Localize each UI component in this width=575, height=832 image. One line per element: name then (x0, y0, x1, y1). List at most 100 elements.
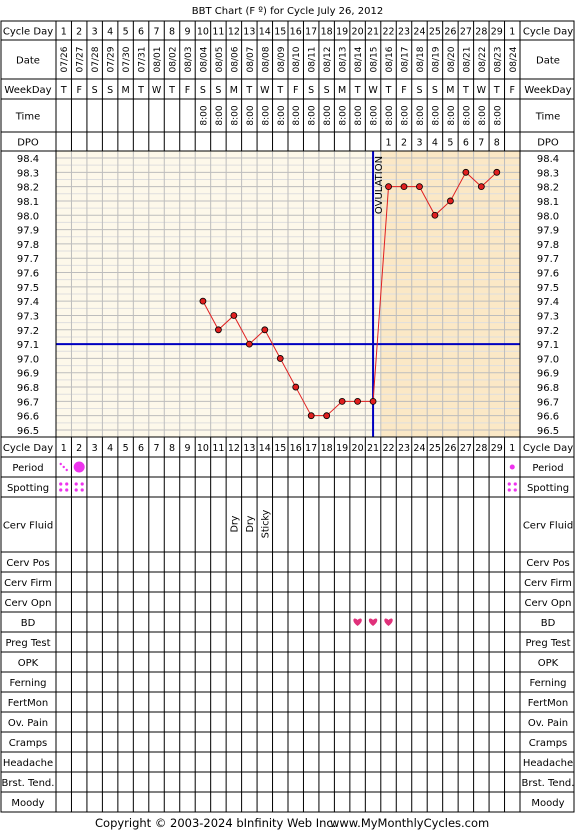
temperature-point-day-28 (477, 183, 485, 191)
cycle_day-cell: 16 (290, 27, 302, 38)
weekday-cell: S (215, 85, 221, 96)
weekday-cell: T (354, 85, 361, 96)
cycle_day-cell: 23 (398, 27, 410, 38)
weekday-cell: S (432, 85, 438, 96)
cycle_day-cell: 8 (169, 27, 175, 38)
weekday-cell: T (385, 85, 392, 96)
cycle_day-cell: 25 (429, 27, 441, 38)
cycle-day-lower-cell: 24 (413, 443, 425, 454)
y-tick-label: 97.9 (17, 226, 39, 237)
row-label-ferning-lower: Ferning (9, 678, 46, 689)
spotting-dot (80, 482, 84, 486)
spotting-dot (59, 488, 63, 492)
y-tick-label: 98.2 (17, 183, 39, 194)
y-tick-label-right: 96.7 (537, 397, 559, 408)
y-tick-label-right: 97.3 (537, 311, 559, 322)
cycle-day-lower-cell: 22 (382, 443, 394, 454)
cycle-day-lower-cell: 12 (228, 443, 240, 454)
date-cell: 08/04 (199, 46, 209, 72)
bd-heart-icon (353, 618, 362, 626)
weekday-cell: S (92, 85, 98, 96)
copyright: Copyright © 2003-2024 bInfinity Web Inc. (95, 816, 336, 830)
y-tick-label: 97.8 (17, 240, 39, 251)
period-heavy-marker (73, 461, 85, 473)
row-label-right-cerv_opn-lower: Cerv Opn (525, 598, 572, 609)
cycle-day-lower-cell: 13 (243, 443, 255, 454)
temperature-point-day-10 (199, 297, 207, 305)
y-tick-label: 96.7 (17, 397, 39, 408)
row-label-cramps-lower: Cramps (9, 738, 48, 749)
date-cell: 08/22 (478, 47, 488, 73)
time-cell: 8:00 (401, 105, 411, 125)
row-label-date: Date (16, 56, 40, 67)
cycle_day-cell: 11 (212, 27, 224, 38)
ovulation-label: OVULATION (374, 156, 385, 214)
date-cell: 08/02 (169, 47, 179, 73)
spotting-dot (507, 488, 511, 492)
y-tick-label-right: 96.5 (537, 426, 559, 437)
y-tick-label: 97.6 (17, 269, 39, 280)
cycle-day-lower-cell: 1 (61, 443, 67, 454)
time-cell: 8:00 (215, 105, 225, 125)
weekday-cell: W (368, 85, 378, 96)
y-tick-label: 96.8 (17, 383, 39, 394)
date-cell: 08/20 (447, 46, 457, 72)
cycle_day-cell: 1 (61, 27, 67, 38)
y-tick-label: 98.0 (17, 211, 39, 222)
temperature-point-day-24 (416, 183, 423, 191)
cycle-day-lower-cell: 8 (169, 443, 175, 454)
cycle_day-cell: 3 (92, 27, 98, 38)
cycle-day-lower-cell: 20 (352, 443, 364, 454)
row-label-ov_pain-lower: Ov. Pain (8, 718, 48, 729)
y-tick-label-right: 97.5 (537, 283, 559, 294)
date-cell: 08/03 (184, 47, 194, 73)
weekday-cell: M (338, 85, 346, 96)
time-cell: 8:00 (292, 105, 302, 125)
date-cell: 08/24 (509, 46, 519, 72)
row-label-right-headache-lower: Headache (523, 758, 573, 769)
date-cell: 08/06 (230, 46, 240, 72)
y-tick-label-right: 98.2 (537, 183, 559, 194)
time-cell: 8:00 (385, 105, 395, 125)
weekday-cell: F (185, 85, 190, 96)
cycle-day-lower-cell: 18 (321, 443, 333, 454)
row-label-preg_test-lower: Preg Test (5, 638, 50, 649)
cycle-day-lower-cell: 15 (274, 443, 286, 454)
date-cell: 07/27 (76, 47, 86, 73)
y-tick-label-right: 96.9 (537, 369, 559, 380)
y-tick-label-right: 98.1 (537, 197, 559, 208)
cerv-fluid-cell: Sticky (260, 509, 271, 538)
dpo-cell: 6 (463, 138, 469, 149)
temperature-point-day-18 (323, 412, 331, 420)
cycle_day-cell: 19 (336, 27, 348, 38)
period-spotting-dot (65, 468, 68, 472)
period-spotting-dot (62, 465, 65, 469)
weekday-cell: T (493, 85, 500, 96)
y-tick-label-right: 97.7 (537, 254, 559, 265)
time-cell: 8:00 (323, 105, 333, 125)
row-label-right-cerv_pos-lower: Cerv Pos (526, 558, 569, 569)
weekday-cell: T (60, 85, 67, 96)
y-tick-label-right: 98.3 (537, 168, 559, 179)
temperature-point-day-17 (307, 412, 315, 420)
cycle-day-lower-cell: 19 (336, 443, 348, 454)
date-cell: 08/21 (462, 47, 472, 73)
y-tick-label: 97.3 (17, 311, 39, 322)
y-tick-label-right: 97.2 (537, 326, 559, 337)
cycle-day-lower-cell: 26 (444, 443, 456, 454)
date-cell: 08/12 (323, 47, 333, 73)
temperature-point-day-22 (385, 183, 392, 191)
temperature-point-day-23 (400, 183, 408, 191)
date-cell: 08/05 (215, 47, 225, 73)
cycle-day-lower-cell: 17 (305, 443, 317, 454)
spotting-dot (507, 482, 511, 486)
period-light-marker (509, 464, 515, 470)
weekday-cell: M (230, 85, 238, 96)
cycle_day-cell: 6 (138, 27, 144, 38)
y-tick-label-right: 98.4 (537, 154, 559, 165)
y-tick-label-right: 97.1 (537, 340, 559, 351)
row-label-moody-lower: Moody (11, 798, 44, 809)
date-cell: 08/01 (153, 47, 163, 73)
weekday-cell: F (510, 85, 515, 96)
cycle-day-lower-cell: 23 (398, 443, 410, 454)
